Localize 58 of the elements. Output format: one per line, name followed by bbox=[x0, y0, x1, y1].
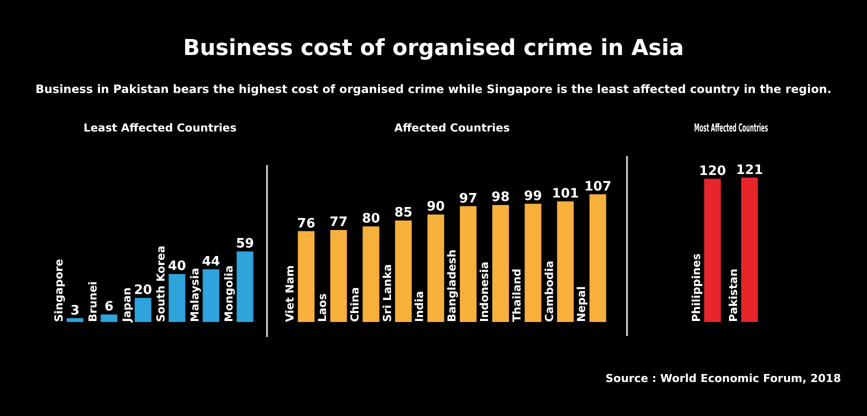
x-tick-label: Thailand bbox=[510, 268, 524, 322]
x-tick-label: South Korea bbox=[154, 246, 168, 322]
x-tick-label: Singapore bbox=[52, 258, 66, 322]
chart-title: Affected Countries bbox=[394, 121, 510, 134]
data-label: 6 bbox=[104, 300, 114, 315]
source-note: Source : World Economic Forum, 2018 bbox=[605, 372, 841, 385]
data-label: 90 bbox=[426, 200, 445, 215]
bar bbox=[395, 220, 412, 322]
data-label: 76 bbox=[297, 216, 316, 232]
bar bbox=[134, 298, 152, 322]
bar bbox=[202, 269, 220, 322]
data-label: 20 bbox=[134, 283, 152, 298]
data-label: 80 bbox=[362, 212, 380, 227]
bar bbox=[66, 318, 84, 322]
bar bbox=[460, 206, 477, 322]
data-label: 99 bbox=[524, 189, 542, 204]
data-label: 40 bbox=[168, 259, 186, 274]
x-tick-label: Philippines bbox=[690, 252, 703, 322]
data-label: 3 bbox=[70, 303, 80, 318]
bar bbox=[589, 194, 606, 322]
x-tick-label: Indonesia bbox=[478, 262, 491, 322]
data-label: 101 bbox=[552, 186, 579, 202]
x-tick-label: Laos bbox=[316, 293, 329, 322]
x-tick-label: Mongolia bbox=[222, 265, 236, 322]
data-label: 107 bbox=[584, 179, 612, 194]
x-tick-label: Japan bbox=[120, 287, 134, 323]
chart-title: Least Affected Countries bbox=[83, 121, 238, 134]
x-tick-label: Viet Nam bbox=[284, 265, 297, 322]
data-label: 97 bbox=[459, 191, 478, 206]
chart-title: Most Affected Countries bbox=[694, 122, 768, 136]
bar bbox=[492, 204, 509, 322]
x-tick-label: China bbox=[348, 287, 362, 322]
data-label: 59 bbox=[236, 236, 254, 252]
bar bbox=[362, 226, 380, 322]
bar bbox=[330, 230, 347, 322]
x-tick-label: Bangladesh bbox=[446, 250, 459, 322]
bar bbox=[524, 204, 542, 322]
data-label: 85 bbox=[394, 206, 412, 221]
data-label: 121 bbox=[736, 162, 764, 178]
bar bbox=[557, 201, 574, 322]
x-tick-label: Malaysia bbox=[188, 268, 202, 322]
bar bbox=[168, 274, 186, 322]
text: Business in Pakistan bears the highest cost of organised crime while Singapore is the least affected country in the region. bbox=[34, 82, 832, 96]
data-label: 44 bbox=[202, 254, 220, 270]
x-tick-label: Pakistan bbox=[726, 268, 740, 322]
x-tick-label: Nepal bbox=[575, 286, 588, 322]
data-label: 120 bbox=[698, 164, 726, 179]
bar bbox=[236, 251, 254, 322]
bar bbox=[100, 314, 118, 322]
text: Business cost of organised crime in Asia bbox=[182, 36, 685, 61]
data-label: 98 bbox=[492, 190, 510, 206]
bar bbox=[427, 214, 444, 322]
x-tick-label: Sri Lanka bbox=[380, 264, 394, 322]
bar bbox=[298, 231, 315, 322]
x-tick-label: India bbox=[413, 291, 426, 322]
data-label: 77 bbox=[330, 215, 348, 230]
x-tick-label: Cambodia bbox=[542, 260, 556, 322]
x-tick-label: Brunei bbox=[86, 281, 100, 322]
